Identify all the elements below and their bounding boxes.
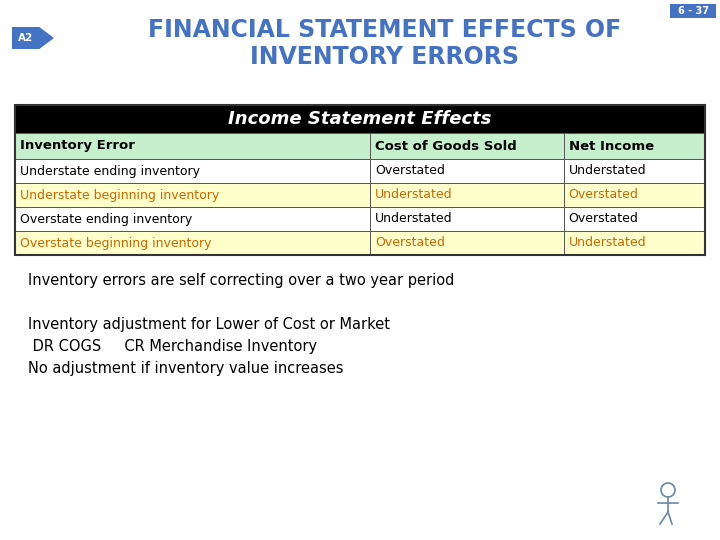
- Bar: [15, 207, 370, 231]
- Bar: [15, 105, 705, 255]
- Bar: [564, 133, 705, 159]
- Text: No adjustment if inventory value increases: No adjustment if inventory value increas…: [28, 361, 343, 376]
- Bar: [670, 4, 716, 18]
- Text: Overstated: Overstated: [569, 188, 639, 201]
- Bar: [564, 231, 705, 255]
- Bar: [15, 183, 370, 207]
- Text: Inventory adjustment for Lower of Cost or Market: Inventory adjustment for Lower of Cost o…: [28, 317, 390, 332]
- Bar: [15, 231, 370, 255]
- Text: Overstate beginning inventory: Overstate beginning inventory: [20, 237, 212, 249]
- Text: Understate beginning inventory: Understate beginning inventory: [20, 188, 220, 201]
- Bar: [15, 159, 370, 183]
- Bar: [370, 231, 564, 255]
- Text: Income Statement Effects: Income Statement Effects: [228, 110, 492, 128]
- Bar: [370, 133, 564, 159]
- Bar: [564, 183, 705, 207]
- Text: Net Income: Net Income: [569, 139, 654, 152]
- Text: Overstated: Overstated: [375, 237, 445, 249]
- Text: Understated: Understated: [569, 165, 646, 178]
- Text: Overstate ending inventory: Overstate ending inventory: [20, 213, 192, 226]
- Bar: [370, 207, 564, 231]
- Bar: [564, 159, 705, 183]
- Text: DR COGS     CR Merchandise Inventory: DR COGS CR Merchandise Inventory: [28, 339, 317, 354]
- Text: Understated: Understated: [569, 237, 646, 249]
- Text: INVENTORY ERRORS: INVENTORY ERRORS: [251, 45, 520, 69]
- Text: Overstated: Overstated: [569, 213, 639, 226]
- Bar: [370, 159, 564, 183]
- Text: Understated: Understated: [375, 213, 453, 226]
- Bar: [564, 207, 705, 231]
- Text: Inventory errors are self correcting over a two year period: Inventory errors are self correcting ove…: [28, 273, 454, 288]
- Bar: [370, 183, 564, 207]
- Text: Inventory Error: Inventory Error: [20, 139, 135, 152]
- Text: Overstated: Overstated: [375, 165, 445, 178]
- Bar: [15, 133, 370, 159]
- Text: Understated: Understated: [375, 188, 453, 201]
- Text: 6 - 37: 6 - 37: [678, 6, 708, 16]
- Text: FINANCIAL STATEMENT EFFECTS OF: FINANCIAL STATEMENT EFFECTS OF: [148, 18, 621, 42]
- Polygon shape: [12, 27, 54, 49]
- Text: Understate ending inventory: Understate ending inventory: [20, 165, 200, 178]
- Bar: [15, 105, 705, 133]
- Text: Cost of Goods Sold: Cost of Goods Sold: [375, 139, 517, 152]
- Text: A2: A2: [18, 33, 33, 43]
